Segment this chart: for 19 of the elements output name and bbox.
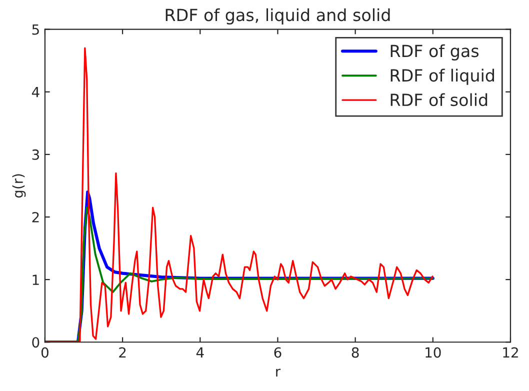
x-tick-label: 8 [352, 347, 359, 358]
y-tick-label: 2 [32, 212, 39, 222]
x-tick-label: 12 [503, 347, 518, 358]
legend-label: RDF of liquid [390, 68, 494, 85]
y-tick-label: 0 [32, 337, 40, 348]
y-axis-title: g(r) [12, 174, 26, 198]
y-tick-label: 5 [32, 24, 39, 35]
legend-label: RDF of solid [390, 93, 488, 106]
x-tick-label: 2 [119, 347, 126, 358]
x-tick-label: 0 [41, 347, 48, 358]
y-tick-label: 1 [32, 274, 39, 285]
y-tick-label: 4 [32, 87, 40, 98]
x-axis-title: r [276, 368, 281, 377]
x-tick-label: 4 [196, 347, 204, 358]
legend-label: RDF of gas [390, 44, 479, 60]
chart-title: RDF of gas, liquid and solid [166, 8, 390, 24]
y-tick-label: 3 [32, 149, 39, 160]
x-tick-label: 10 [426, 347, 441, 358]
x-tick-label: 6 [274, 347, 282, 358]
